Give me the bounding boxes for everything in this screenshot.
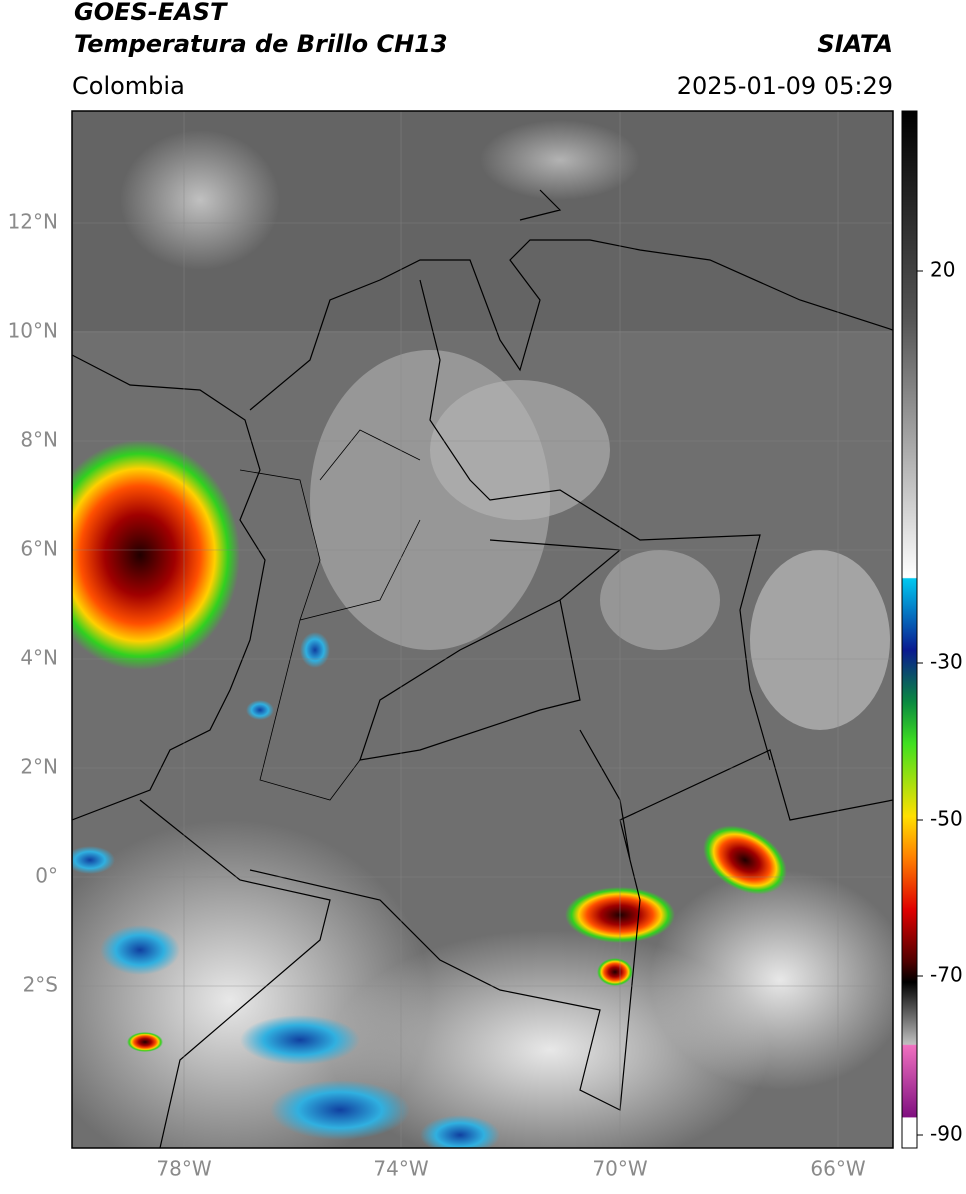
colorbar-tick-label: -50 <box>930 807 963 831</box>
colorbar-tick-label: -90 <box>930 1122 963 1146</box>
latitude-label: 8°N <box>20 428 58 452</box>
latitude-label: 10°N <box>8 319 58 343</box>
map-frame <box>71 110 894 1149</box>
region: Colombia <box>72 72 185 100</box>
latitude-label: 4°N <box>20 646 58 670</box>
colorbar <box>901 110 918 1149</box>
latitude-label: 6°N <box>20 537 58 561</box>
axis-labels: 78°W 74°W 70°W 66°W 12°N 10°N 8°N 6°N 4°N 2°N 0° 2°… <box>8 210 963 1181</box>
satellite-image <box>72 111 893 1148</box>
colorbar-tick-label: 20 <box>930 258 955 282</box>
latitude-label: 2°N <box>20 755 58 779</box>
latitude-label: 12°N <box>8 210 58 234</box>
subtitle: Temperatura de Brillo CH13 <box>74 30 448 58</box>
datetime: 2025-01-09 05:29 <box>677 72 893 100</box>
longitude-label: 70°W <box>592 1157 647 1181</box>
longitude-label: 74°W <box>373 1157 428 1181</box>
source: SIATA <box>817 30 893 58</box>
latitude-label: 2°S <box>23 973 58 997</box>
longitude-label: 66°W <box>810 1157 865 1181</box>
title: GOES-EAST <box>74 0 228 26</box>
latitude-label: 0° <box>35 864 58 888</box>
colorbar-tick-label: -70 <box>930 963 963 987</box>
longitude-label: 78°W <box>156 1157 211 1181</box>
colorbar-tick-label: -30 <box>930 650 963 674</box>
